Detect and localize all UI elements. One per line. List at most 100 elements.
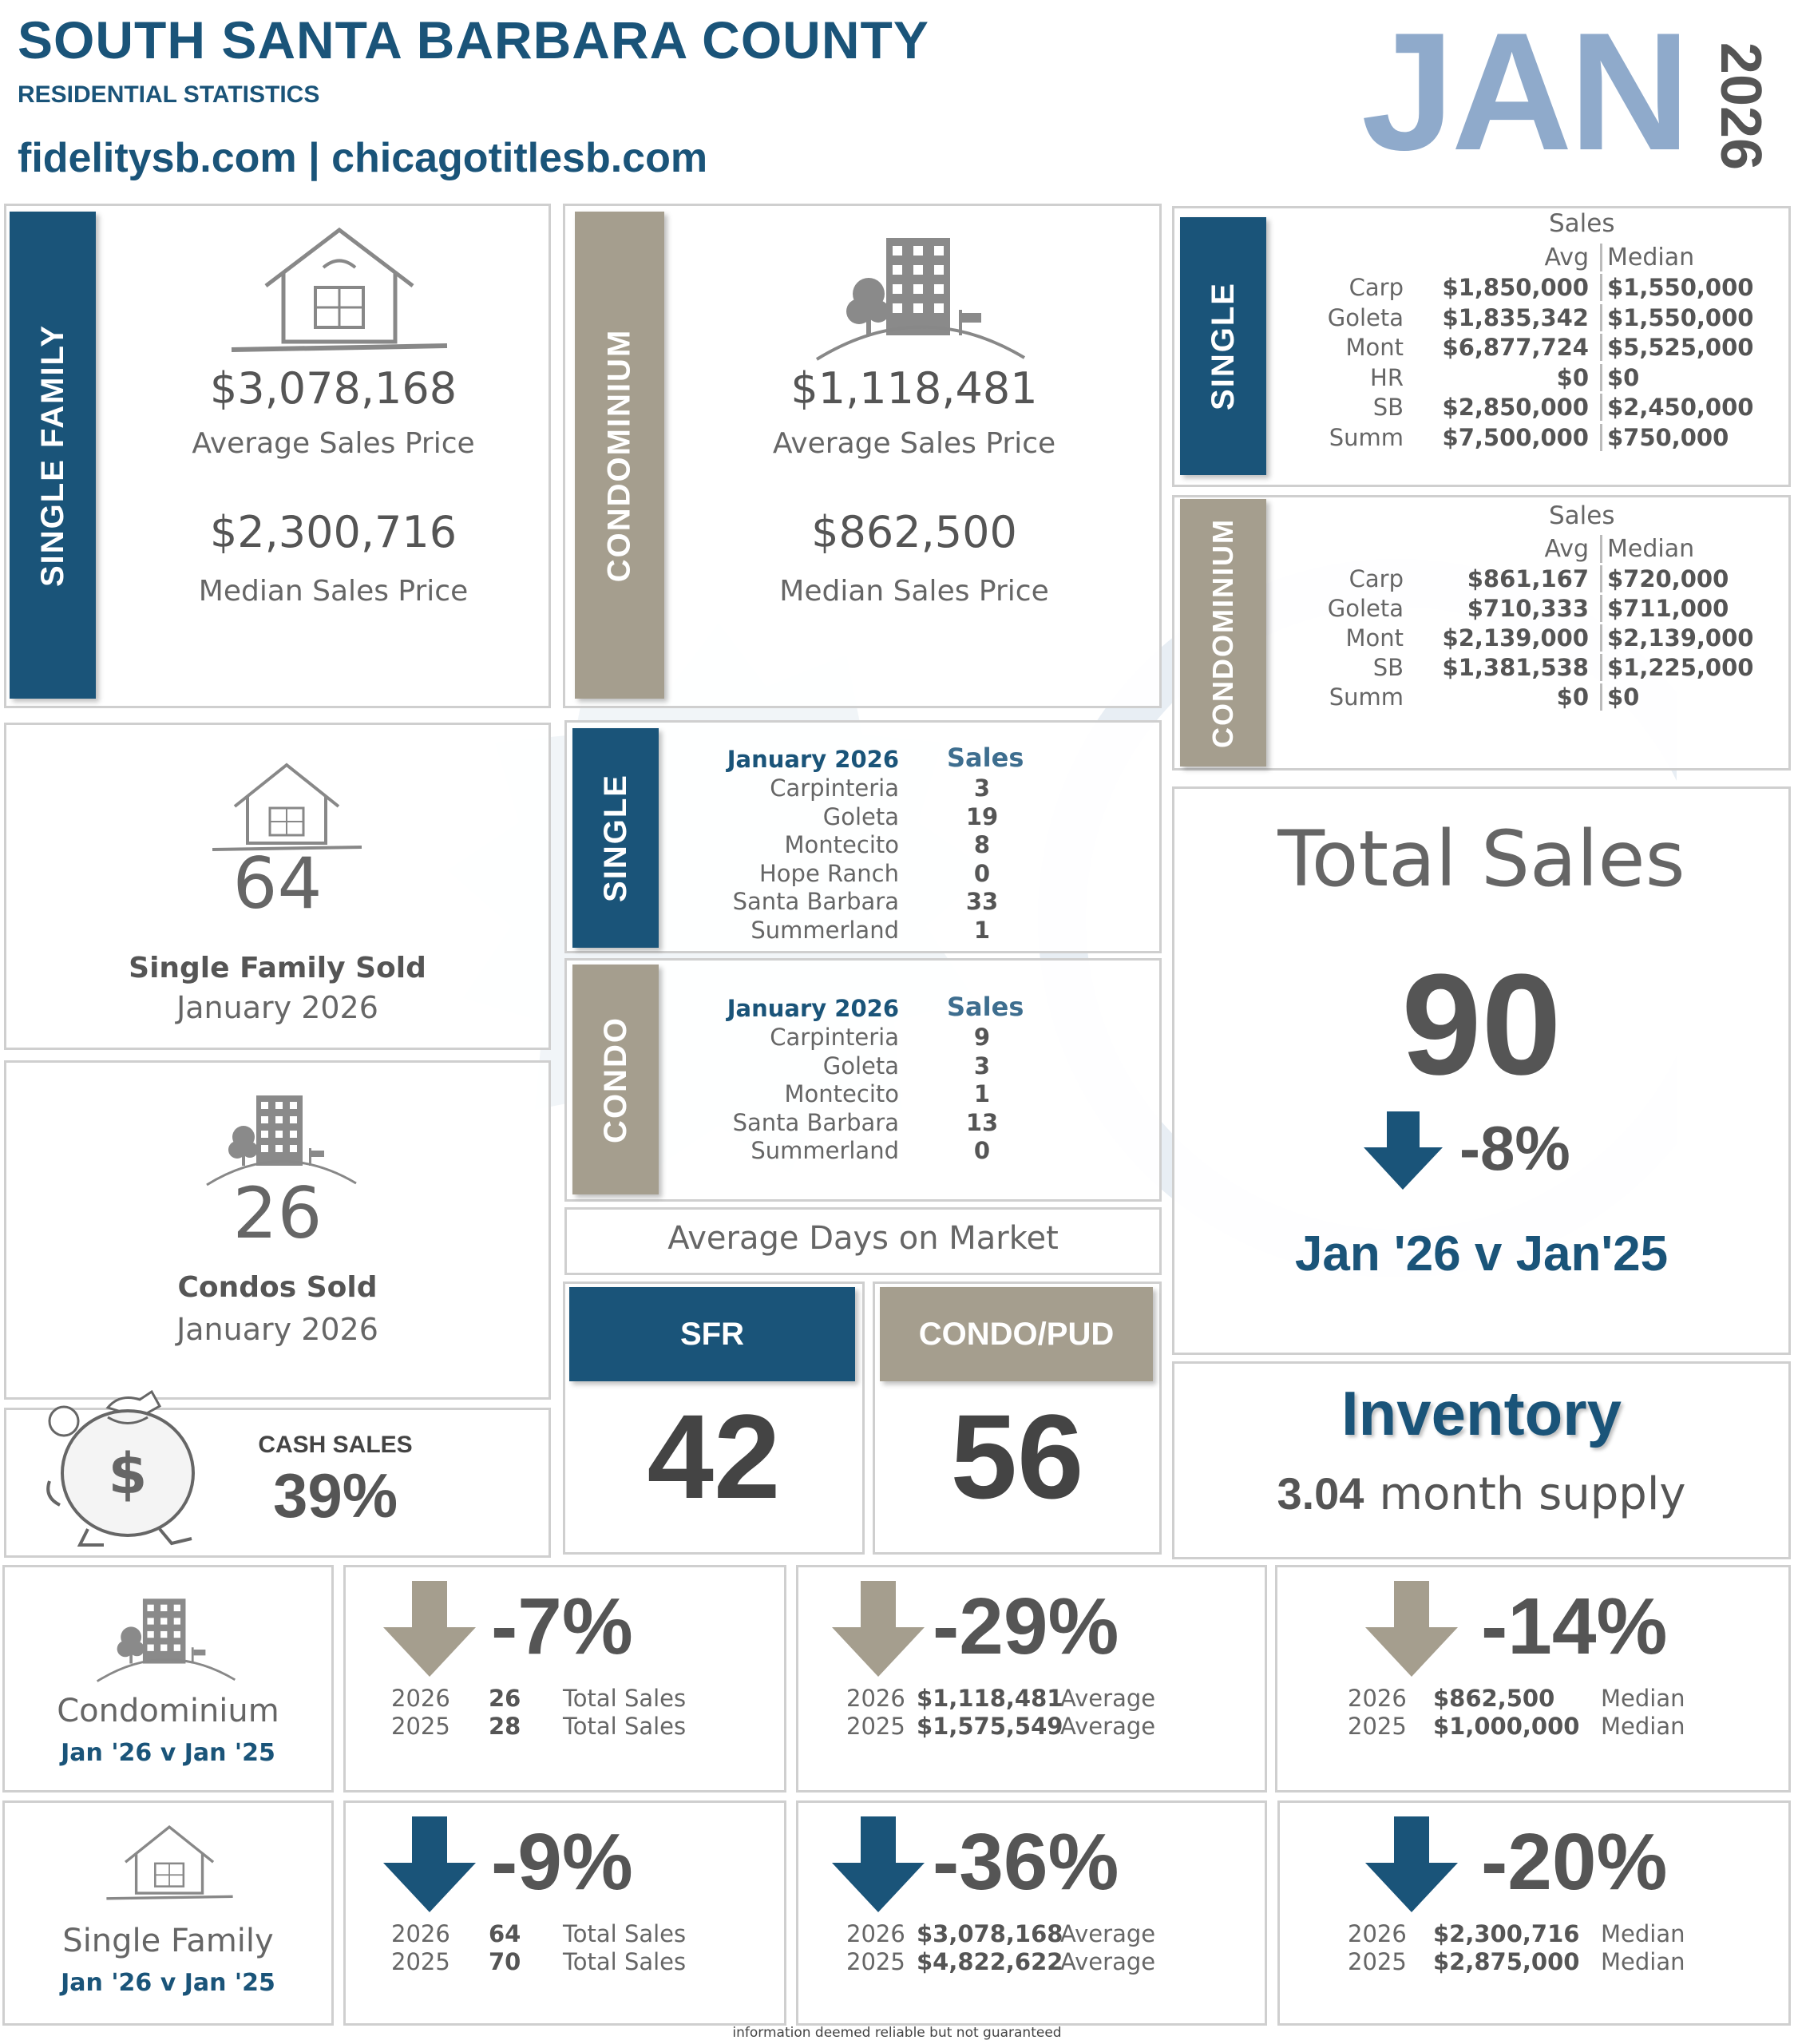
single-sales-table-card	[564, 720, 1162, 953]
condo-sales-col: Sales	[947, 992, 1024, 1022]
sf-median-label: Median Sales Price	[198, 575, 469, 608]
compare-type: Average	[1060, 1948, 1156, 1975]
condo-price-side-label: CONDOMINIUM	[1180, 499, 1266, 766]
condo-median-price: $862,500	[811, 507, 1017, 557]
compare-year: 2025	[391, 1713, 450, 1740]
sales-row-count: 0	[973, 1137, 991, 1164]
price-row-avg: $1,381,538	[1442, 654, 1589, 681]
down-arrow-icon	[832, 1816, 925, 1912]
price-row-median: $2,139,000	[1600, 624, 1760, 652]
single-price-table-card	[1172, 206, 1791, 487]
sales-row-area: Goleta	[822, 802, 899, 830]
condo-median-label: Median Sales Price	[779, 575, 1049, 608]
price-row-area: Carp	[1348, 565, 1404, 592]
compare-value: $1,575,549	[917, 1713, 1063, 1740]
sales-row-count: 3	[973, 1052, 991, 1079]
page-subtitle: RESIDENTIAL STATISTICS	[18, 81, 320, 108]
total-sales-value: 90	[1401, 945, 1562, 1105]
compare-value: $2,300,716	[1433, 1920, 1580, 1947]
down-arrow-icon	[383, 1581, 476, 1677]
compare-type: Average	[1060, 1713, 1156, 1740]
sales-row-area: Goleta	[822, 1052, 899, 1079]
sales-row-count: 8	[973, 831, 991, 858]
compare-value: $2,875,000	[1433, 1948, 1580, 1975]
condo-price-col-median: Median	[1600, 535, 1694, 563]
compare-value: $862,500	[1433, 1685, 1555, 1712]
sf-sold-label: Single Family Sold	[129, 952, 426, 984]
page-title: SOUTH SANTA BARBARA COUNTY	[18, 10, 929, 69]
compare-year: 2025	[1348, 1948, 1407, 1975]
single-sales-period: January 2026	[727, 746, 899, 773]
condo-median-compare-card	[1275, 1565, 1791, 1792]
price-row-median: $5,525,000	[1600, 334, 1760, 361]
sales-row-area: Montecito	[784, 1080, 899, 1107]
sf-median-price: $2,300,716	[209, 507, 457, 557]
inventory-label: Inventory	[1341, 1378, 1622, 1448]
house-icon	[106, 1824, 233, 1900]
price-row-median: $0	[1600, 683, 1760, 711]
sales-row-area: Summerland	[750, 916, 899, 944]
compare-type: Total Sales	[563, 1948, 687, 1975]
price-row-avg: $0	[1556, 683, 1589, 711]
condo-average-price: $1,118,481	[790, 363, 1038, 414]
price-row-median: $711,000	[1600, 595, 1760, 622]
sf-average-label: Average Sales Price	[192, 427, 475, 460]
compare-value: 26	[489, 1685, 521, 1712]
price-row-avg: $2,139,000	[1442, 624, 1589, 652]
price-row-area: Mont	[1345, 334, 1404, 361]
price-row-median: $0	[1600, 363, 1760, 391]
compare-type: Average	[1060, 1920, 1156, 1947]
sales-row-area: Carpinteria	[770, 774, 899, 802]
svg-text:$: $	[109, 1441, 148, 1507]
condo-sales-side-label: CONDO	[572, 965, 659, 1194]
price-row-median: $1,225,000	[1600, 654, 1760, 681]
sf-compare-label-card	[2, 1800, 334, 2026]
total-sales-card	[1172, 786, 1791, 1355]
percent-change: -9%	[491, 1817, 633, 1907]
single-family-side-label: SINGLE FAMILY	[10, 212, 96, 699]
price-row-area: Carp	[1348, 274, 1404, 301]
price-row-area: SB	[1372, 394, 1404, 421]
cash-sales-label: CASH SALES	[258, 1432, 413, 1458]
sf-sold-card	[4, 723, 551, 1050]
condo-sold-count: 26	[232, 1172, 323, 1254]
compare-value: 28	[489, 1713, 521, 1740]
days-on-market-title-card	[564, 1207, 1162, 1275]
sales-row-count: 13	[965, 1108, 999, 1136]
sales-row-count: 3	[973, 774, 991, 802]
down-arrow-icon	[832, 1581, 925, 1677]
sf-median-compare-card	[1277, 1800, 1791, 2026]
sales-row-area: Santa Barbara	[732, 888, 899, 915]
sales-row-area: Santa Barbara	[732, 1108, 899, 1136]
compare-type: Median	[1601, 1713, 1685, 1740]
month-label: JAN	[1361, 0, 1690, 185]
condo-price-col-avg: Avg	[1544, 535, 1589, 563]
total-sales-change: -8%	[1459, 1113, 1570, 1183]
condo-average-label: Average Sales Price	[772, 427, 1056, 460]
compare-value: 70	[489, 1948, 521, 1975]
compare-year: 2026	[846, 1685, 905, 1712]
down-arrow-icon	[383, 1816, 476, 1912]
price-row-avg: $2,850,000	[1442, 394, 1589, 421]
condo-building-icon	[206, 1095, 357, 1186]
sales-row-area: Summerland	[750, 1137, 899, 1164]
sales-row-area: Carpinteria	[770, 1024, 899, 1051]
compare-type: Total Sales	[563, 1920, 687, 1947]
condo-sold-period: January 2026	[176, 1312, 378, 1347]
inventory-card	[1172, 1361, 1791, 1559]
compare-type: Median	[1601, 1920, 1685, 1947]
price-row-median: $1,550,000	[1600, 303, 1760, 331]
percent-change: -14%	[1481, 1582, 1668, 1671]
price-row-avg: $7,500,000	[1442, 423, 1589, 451]
sales-row-count: 9	[973, 1024, 991, 1051]
website-links[interactable]: fidelitysb.com | chicagotitlesb.com	[18, 135, 708, 181]
single-sales-col: Sales	[947, 743, 1024, 773]
total-sales-label: Total Sales	[1277, 814, 1685, 904]
compare-year: 2025	[846, 1948, 905, 1975]
compare-value: $3,078,168	[917, 1920, 1063, 1947]
sf-compare-label: Single Family	[62, 1923, 274, 1959]
cash-sales-value: 39%	[272, 1460, 398, 1531]
condominium-side-label: CONDOMINIUM	[575, 212, 664, 699]
single-sales-side-label: SINGLE	[572, 728, 659, 948]
percent-change: -29%	[933, 1582, 1119, 1671]
